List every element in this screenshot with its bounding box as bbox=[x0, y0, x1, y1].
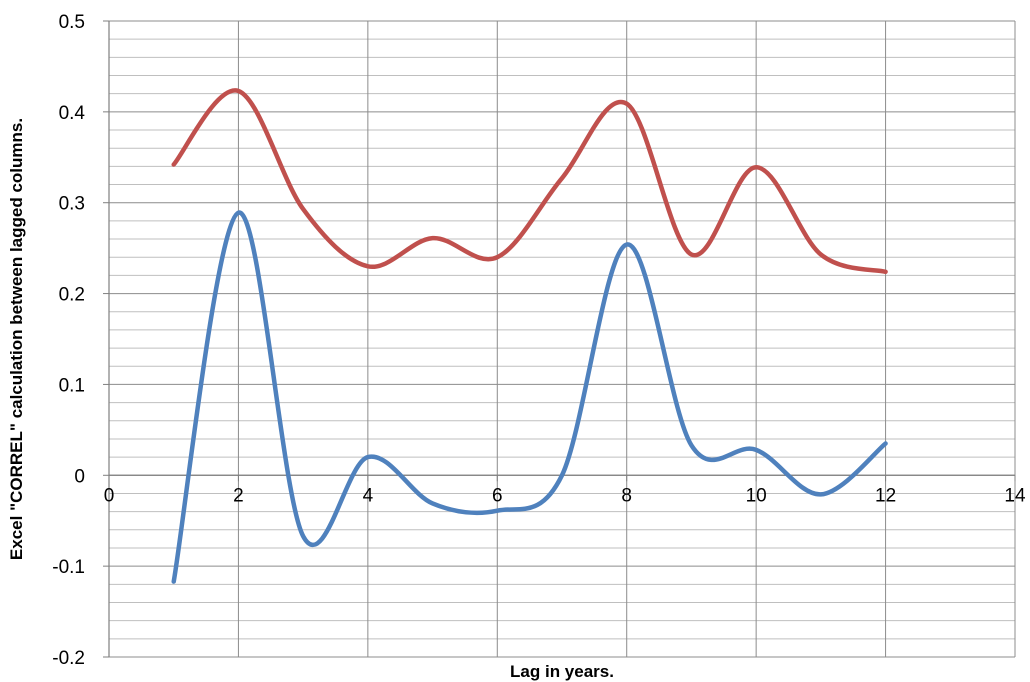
series-lines bbox=[171, 88, 888, 584]
x-tick-label: 6 bbox=[492, 485, 503, 506]
y-axis-title: Excel "CORREL" calculation between lagge… bbox=[7, 118, 26, 560]
gridlines bbox=[108, 20, 1016, 658]
x-tick-label: 10 bbox=[746, 485, 767, 506]
series-line-2 bbox=[171, 210, 888, 584]
y-tick-label: 0.5 bbox=[59, 12, 85, 33]
series-line-1 bbox=[171, 88, 888, 275]
x-tick-label: 4 bbox=[363, 485, 374, 506]
y-tick-label: -0.1 bbox=[52, 557, 85, 578]
tick-labels: -0.2 -0.1 0 0.1 0.2 0.3 0.4 0.5 0 2 4 6 8 10 12 14 bbox=[52, 12, 1026, 669]
x-tick-label: 14 bbox=[1004, 485, 1026, 506]
x-tick-label: 2 bbox=[233, 485, 244, 506]
y-tick-label: 0.2 bbox=[59, 285, 85, 306]
y-tick-label: 0.1 bbox=[59, 375, 85, 396]
y-tick-label: 0.4 bbox=[59, 103, 86, 124]
x-axis-title: Lag in years. bbox=[510, 662, 614, 681]
y-tick-label: 0.3 bbox=[59, 194, 85, 215]
y-tick-label: 0 bbox=[74, 466, 85, 487]
axes bbox=[103, 20, 1016, 658]
y-tick-label: -0.2 bbox=[52, 648, 85, 669]
x-tick-label: 8 bbox=[621, 485, 632, 506]
x-tick-label: 12 bbox=[875, 485, 896, 506]
x-tick-label: 0 bbox=[104, 485, 115, 506]
